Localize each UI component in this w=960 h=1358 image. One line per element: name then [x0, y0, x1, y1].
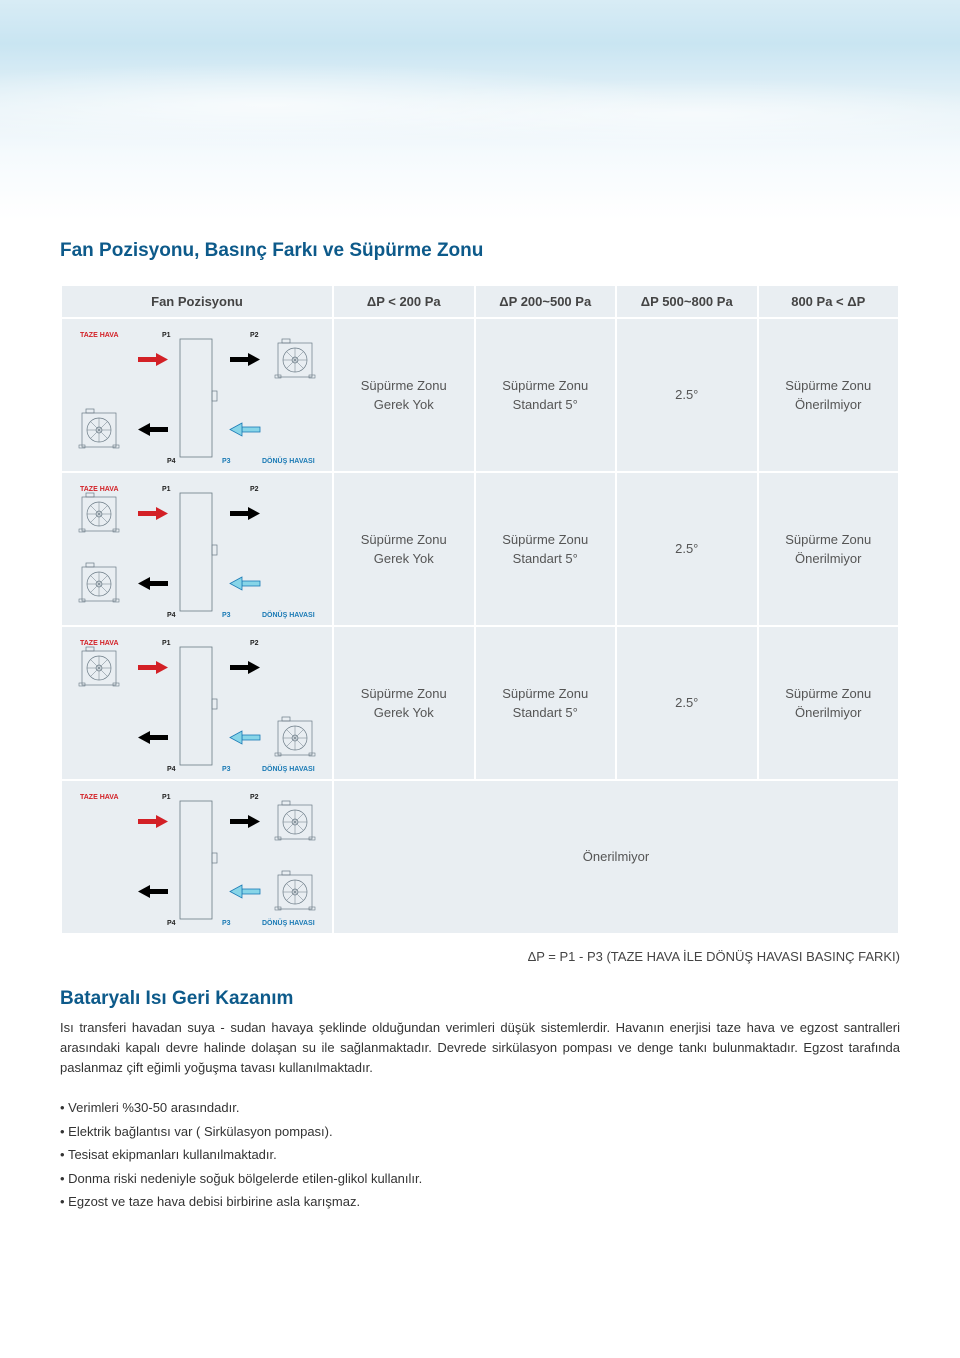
table-row: TAZE HAVA P1 P2 P4 P3 DÖNÜŞ HAVASI Süpürme Zon…	[62, 473, 898, 625]
table-row: TAZE HAVA P1 P2 P4 P3 DÖNÜŞ HAVASI Süpürme Zon…	[62, 319, 898, 471]
fan-position-table: Fan Pozisyonu ΔP < 200 Pa ΔP 200~500 Pa …	[60, 284, 900, 935]
table-cell: Süpürme ZonuÖnerilmiyor	[759, 319, 899, 471]
svg-text:P2: P2	[250, 794, 259, 801]
svg-text:P4: P4	[167, 458, 176, 465]
table-cell: Süpürme ZonuStandart 5°	[476, 473, 616, 625]
svg-text:TAZE HAVA: TAZE HAVA	[80, 794, 119, 801]
col-header-dp500-800: ΔP 500~800 Pa	[617, 286, 757, 317]
bullet-item: Egzost ve taze hava debisi birbirine asl…	[60, 1190, 900, 1213]
svg-text:P4: P4	[167, 612, 176, 619]
svg-text:P1: P1	[162, 486, 171, 493]
fan-diagram: TAZE HAVA P1 P2 P4 P3 DÖNÜŞ HAVASI	[72, 787, 322, 927]
table-cell: Süpürme ZonuStandart 5°	[476, 319, 616, 471]
col-header-dp200: ΔP < 200 Pa	[334, 286, 474, 317]
svg-text:P2: P2	[250, 332, 259, 339]
col-header-dp200-500: ΔP 200~500 Pa	[476, 286, 616, 317]
svg-text:P1: P1	[162, 332, 171, 339]
bullet-item: Elektrik bağlantısı var ( Sirkülasyon po…	[60, 1120, 900, 1143]
bullet-item: Verimleri %30-50 arasındadır.	[60, 1096, 900, 1119]
svg-text:DÖNÜŞ HAVASI: DÖNÜŞ HAVASI	[262, 456, 315, 465]
svg-text:P2: P2	[250, 486, 259, 493]
svg-text:P1: P1	[162, 640, 171, 647]
svg-text:P3: P3	[222, 920, 231, 927]
table-cell: Süpürme ZonuGerek Yok	[334, 473, 474, 625]
fan-diagram: TAZE HAVA P1 P2 P4 P3 DÖNÜŞ HAVASI	[72, 325, 322, 465]
col-header-dp800: 800 Pa < ΔP	[759, 286, 899, 317]
table-cell: 2.5°	[617, 319, 757, 471]
bullet-item: Tesisat ekipmanları kullanılmaktadır.	[60, 1143, 900, 1166]
table-header-row: Fan Pozisyonu ΔP < 200 Pa ΔP 200~500 Pa …	[62, 286, 898, 317]
svg-text:DÖNÜŞ HAVASI: DÖNÜŞ HAVASI	[262, 764, 315, 773]
svg-text:P4: P4	[167, 766, 176, 773]
svg-text:DÖNÜŞ HAVASI: DÖNÜŞ HAVASI	[262, 610, 315, 619]
svg-text:DÖNÜŞ HAVASI: DÖNÜŞ HAVASI	[262, 918, 315, 927]
diagram-cell: TAZE HAVA P1 P2 P4 P3 DÖNÜŞ HAVASI	[62, 627, 332, 779]
table-cell: Süpürme ZonuGerek Yok	[334, 319, 474, 471]
svg-text:P3: P3	[222, 766, 231, 773]
svg-text:P4: P4	[167, 920, 176, 927]
svg-text:P2: P2	[250, 640, 259, 647]
svg-text:P3: P3	[222, 612, 231, 619]
table-row: TAZE HAVA P1 P2 P4 P3 DÖNÜŞ HAVASI Süpürme Zon…	[62, 627, 898, 779]
svg-text:P3: P3	[222, 458, 231, 465]
section2-body: Isı transferi havadan suya - sudan havay…	[60, 1018, 900, 1078]
svg-text:TAZE HAVA: TAZE HAVA	[80, 486, 119, 493]
diagram-cell: TAZE HAVA P1 P2 P4 P3 DÖNÜŞ HAVASI	[62, 473, 332, 625]
col-header-fan: Fan Pozisyonu	[62, 286, 332, 317]
diagram-cell: TAZE HAVA P1 P2 P4 P3 DÖNÜŞ HAVASI	[62, 319, 332, 471]
diagram-cell: TAZE HAVA P1 P2 P4 P3 DÖNÜŞ HAVASI	[62, 781, 332, 933]
fan-diagram: TAZE HAVA P1 P2 P4 P3 DÖNÜŞ HAVASI	[72, 633, 322, 773]
table-cell-merged: Önerilmiyor	[334, 781, 898, 933]
table-cell: Süpürme ZonuGerek Yok	[334, 627, 474, 779]
section1-title: Fan Pozisyonu, Basınç Farkı ve Süpürme Z…	[60, 240, 900, 262]
fan-diagram: TAZE HAVA P1 P2 P4 P3 DÖNÜŞ HAVASI	[72, 479, 322, 619]
table-cell: Süpürme ZonuÖnerilmiyor	[759, 473, 899, 625]
svg-text:TAZE HAVA: TAZE HAVA	[80, 640, 119, 647]
svg-text:P1: P1	[162, 794, 171, 801]
table-cell: 2.5°	[617, 627, 757, 779]
footnote-text: ΔP = P1 - P3 (TAZE HAVA İLE DÖNÜŞ HAVASI…	[60, 949, 900, 964]
table-row: TAZE HAVA P1 P2 P4 P3 DÖNÜŞ HAVASI Önerilmiyor	[62, 781, 898, 933]
svg-text:TAZE HAVA: TAZE HAVA	[80, 332, 119, 339]
table-cell: 2.5°	[617, 473, 757, 625]
table-cell: Süpürme ZonuÖnerilmiyor	[759, 627, 899, 779]
header-background	[0, 0, 960, 220]
page-content: Fan Pozisyonu, Basınç Farkı ve Süpürme Z…	[0, 220, 960, 1253]
section2-title: Bataryalı Isı Geri Kazanım	[60, 988, 900, 1010]
bullet-list: Verimleri %30-50 arasındadır.Elektrik ba…	[60, 1096, 900, 1213]
bullet-item: Donma riski nedeniyle soğuk bölgelerde e…	[60, 1167, 900, 1190]
table-cell: Süpürme ZonuStandart 5°	[476, 627, 616, 779]
